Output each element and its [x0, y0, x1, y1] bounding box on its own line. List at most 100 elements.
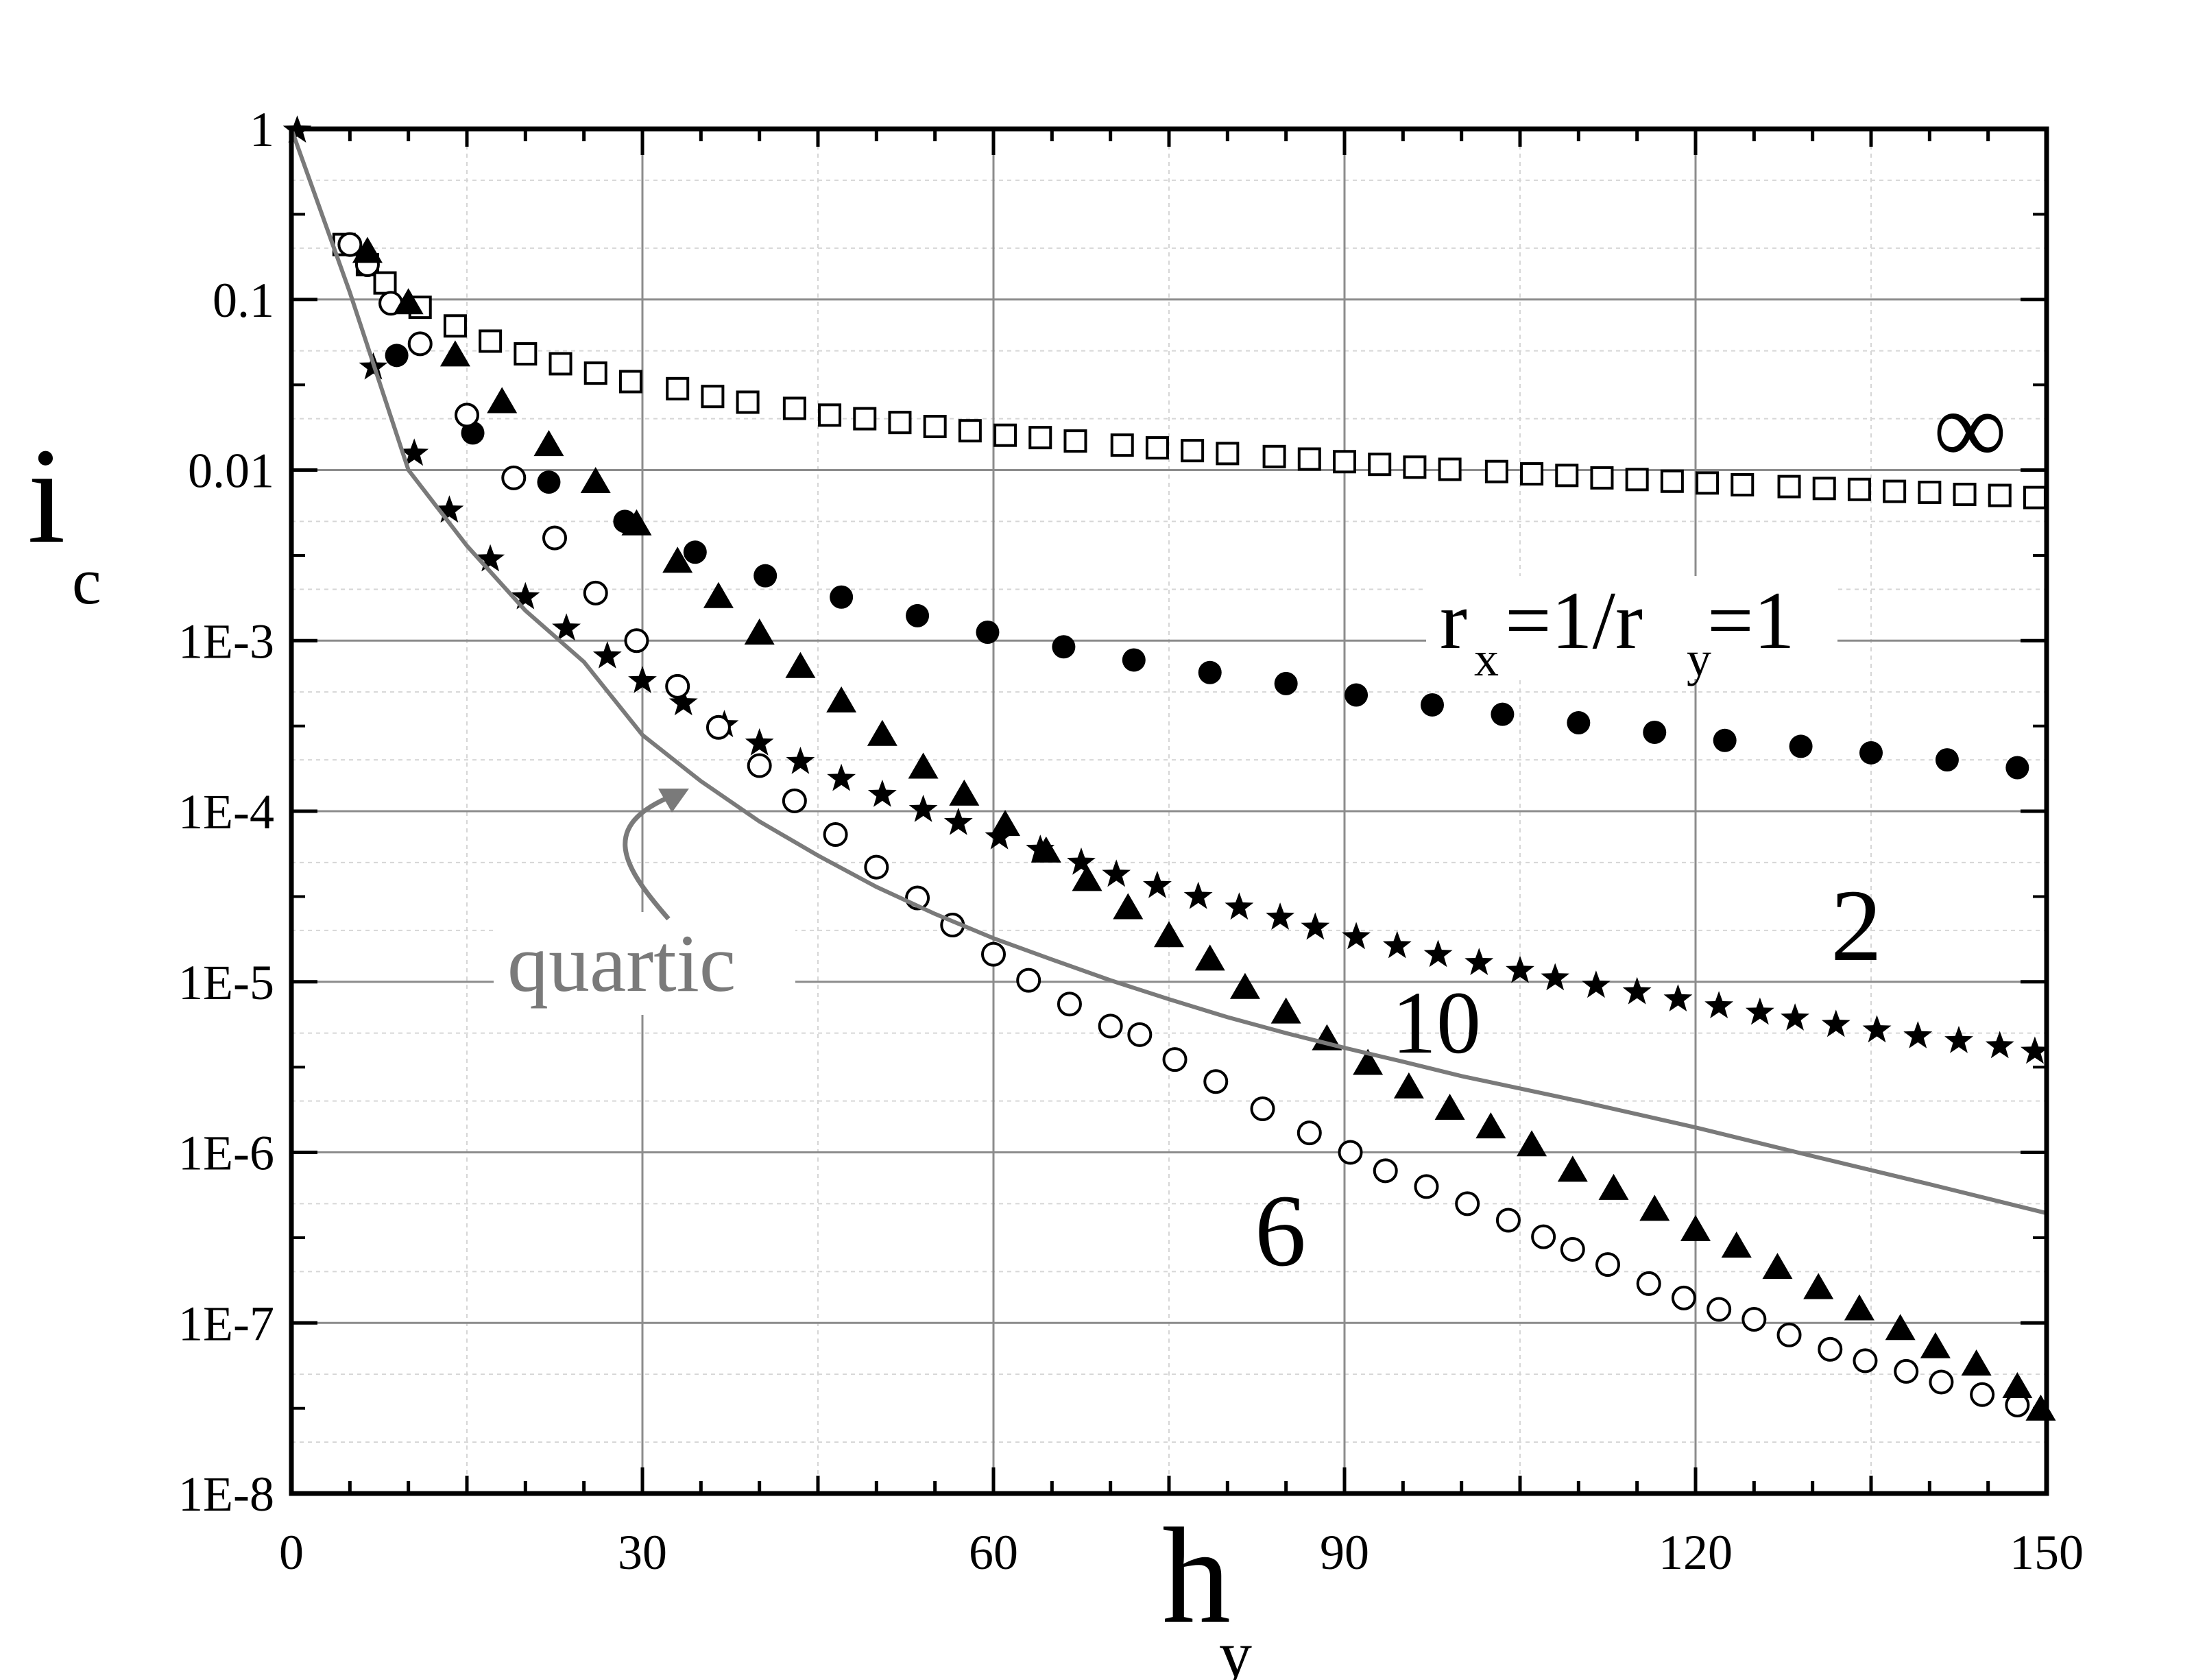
- y-tick-label: 1E-3: [178, 614, 274, 669]
- ratio-label-r1-sub: x: [1474, 632, 1499, 686]
- series-label-2: 2: [1831, 869, 1882, 983]
- data-point-open-circle: [1970, 1382, 1995, 1407]
- data-point-filled-circle: [2005, 756, 2029, 780]
- x-tick-label: 150: [2010, 1525, 2084, 1580]
- data-point-open-circle: [1818, 1336, 1843, 1362]
- data-point-filled-triangle: [785, 651, 816, 678]
- data-point-open-circle: [1595, 1252, 1620, 1277]
- grid: [290, 128, 2048, 1495]
- data-point-filled-triangle: [1517, 1130, 1547, 1157]
- data-point-open-circle: [624, 628, 649, 653]
- series-open-square: [332, 232, 2047, 509]
- ratio-label-end: =1: [1707, 575, 1795, 666]
- data-point-open-circle: [706, 715, 731, 740]
- x-tick-label: 60: [969, 1525, 1018, 1580]
- data-point-filled-star: [668, 688, 698, 716]
- y-tick-label: 0.1: [213, 273, 274, 328]
- data-point-open-circle: [1127, 1022, 1153, 1047]
- data-point-open-circle: [981, 941, 1006, 967]
- data-point-filled-star: [1903, 1021, 1933, 1048]
- data-point-filled-triangle: [949, 779, 980, 806]
- data-point-open-square: [1590, 466, 1614, 490]
- data-point-open-square: [514, 342, 538, 366]
- data-point-open-circle: [1495, 1208, 1521, 1233]
- data-point-filled-triangle: [1353, 1048, 1384, 1075]
- data-point-filled-star: [1704, 991, 1734, 1018]
- data-point-filled-triangle: [1762, 1253, 1793, 1280]
- data-point-filled-star: [908, 794, 938, 822]
- data-point-open-square: [701, 385, 725, 409]
- data-point-open-circle: [455, 403, 479, 428]
- data-point-open-square: [958, 419, 982, 443]
- data-point-filled-star: [476, 544, 505, 572]
- data-point-filled-triangle: [1270, 997, 1301, 1024]
- data-point-filled-star: [1382, 931, 1412, 959]
- data-point-open-square: [1555, 464, 1579, 488]
- y-tick-label: 1E-6: [178, 1126, 274, 1181]
- data-point-open-square: [1403, 455, 1427, 479]
- ratio-label-r1: r: [1440, 575, 1467, 666]
- data-point-open-square: [2023, 485, 2047, 509]
- quartic-arrow: [623, 789, 684, 921]
- axes: [289, 126, 2049, 1496]
- data-point-filled-star: [827, 763, 856, 791]
- data-point-filled-triangle: [1113, 893, 1144, 920]
- data-point-open-square: [782, 396, 806, 420]
- data-point-open-circle: [1636, 1271, 1661, 1296]
- data-point-open-square: [1953, 482, 1977, 506]
- y-axis-title-sub: c: [72, 544, 101, 618]
- data-point-open-square: [888, 411, 912, 435]
- data-point-open-circle: [1741, 1306, 1767, 1332]
- data-point-open-circle: [864, 854, 889, 880]
- data-point-filled-triangle: [580, 467, 611, 494]
- data-point-filled-star: [1821, 1009, 1851, 1037]
- data-point-filled-star: [1745, 997, 1774, 1025]
- data-point-filled-triangle: [867, 719, 897, 746]
- data-point-filled-triangle: [1885, 1314, 1916, 1341]
- data-point-open-square: [1625, 468, 1649, 492]
- data-point-open-circle: [1338, 1140, 1363, 1165]
- data-point-open-square: [1918, 481, 1942, 505]
- data-point-filled-circle: [754, 564, 777, 588]
- data-point-open-square: [1660, 469, 1684, 493]
- series-open-circle: [337, 232, 2030, 1418]
- data-point-open-square: [1181, 439, 1205, 463]
- x-tick-label: 90: [1320, 1525, 1369, 1580]
- data-point-filled-triangle: [1393, 1072, 1424, 1099]
- data-point-open-square: [1484, 459, 1508, 483]
- data-point-open-square: [1883, 479, 1907, 503]
- data-point-filled-circle: [830, 585, 854, 609]
- data-point-filled-triangle: [703, 581, 734, 608]
- data-point-filled-star: [435, 495, 464, 523]
- data-point-filled-star: [628, 666, 657, 693]
- x-axis-title: h: [1162, 1500, 1231, 1652]
- y-tick-label: 1E-7: [178, 1296, 274, 1351]
- data-point-filled-star: [592, 641, 622, 669]
- data-point-open-square: [1438, 457, 1462, 481]
- data-point-filled-star: [1541, 963, 1570, 991]
- data-point-filled-triangle: [621, 509, 652, 536]
- data-point-open-circle: [1057, 992, 1082, 1017]
- data-point-open-circle: [583, 580, 608, 605]
- quartic-label-bg: [494, 912, 795, 1015]
- data-point-filled-triangle: [352, 237, 383, 263]
- data-point-open-square: [666, 376, 690, 400]
- series-label-10: 10: [1392, 974, 1481, 1072]
- data-point-filled-triangle: [1194, 944, 1225, 971]
- data-point-open-circle: [542, 525, 567, 551]
- data-point-filled-star: [1143, 870, 1172, 898]
- x-tick-label: 0: [279, 1525, 304, 1580]
- data-point-filled-circle: [1122, 648, 1146, 672]
- data-point-filled-star: [1342, 922, 1371, 950]
- data-point-filled-star: [1423, 939, 1453, 968]
- data-point-filled-star: [1183, 881, 1213, 909]
- data-point-filled-circle: [1643, 720, 1667, 744]
- data-point-filled-circle: [1567, 711, 1591, 735]
- data-point-open-circle: [1414, 1174, 1439, 1199]
- data-point-open-circle: [1373, 1158, 1398, 1184]
- y-tick-label: 0.01: [188, 444, 274, 499]
- data-point-open-square: [443, 314, 467, 338]
- data-point-open-square: [1847, 477, 1871, 501]
- series-filled-circle: [385, 344, 2029, 780]
- data-point-filled-triangle: [1803, 1273, 1834, 1299]
